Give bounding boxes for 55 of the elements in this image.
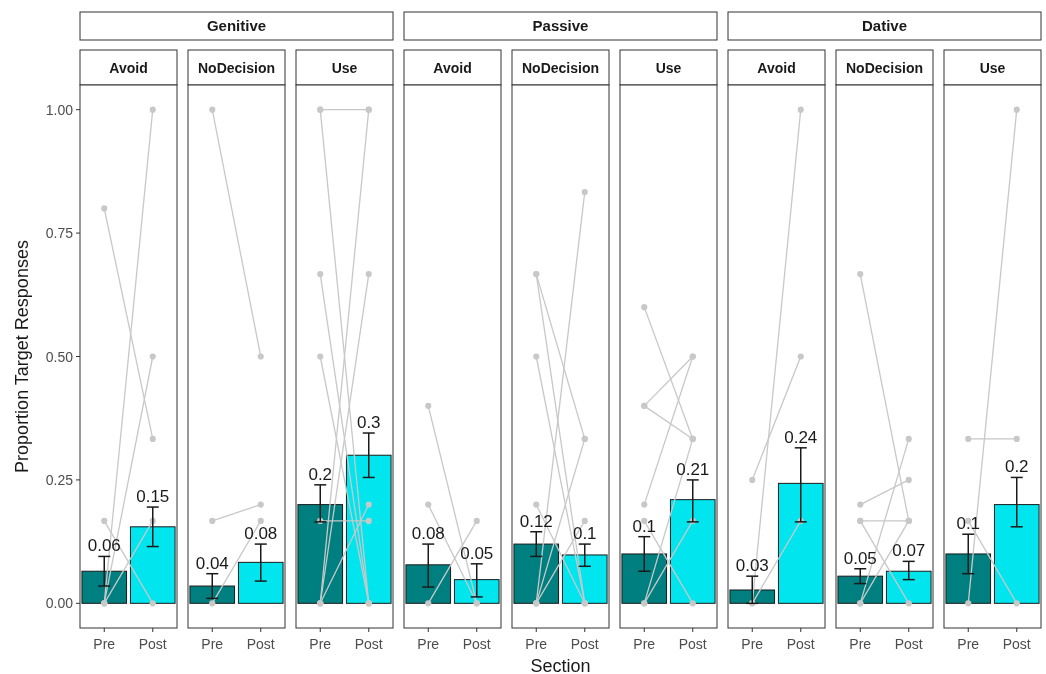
data-label: 0.21 bbox=[676, 459, 710, 479]
x-tick-label: Pre bbox=[849, 636, 872, 652]
x-tick-label: Post bbox=[138, 636, 167, 652]
data-label: 0.05 bbox=[843, 548, 877, 568]
x-axis-title: Section bbox=[530, 656, 591, 674]
chart-subtitle: Avoid bbox=[433, 59, 472, 76]
data-label: 0.04 bbox=[195, 553, 229, 573]
x-tick-label: Pre bbox=[741, 636, 764, 652]
x-tick-label: Post bbox=[678, 636, 707, 652]
chart-subtitle: NoDecision bbox=[845, 59, 924, 76]
chart-subtitle: Use bbox=[655, 59, 682, 76]
x-tick-label: Pre bbox=[201, 636, 224, 652]
x-tick-label: Pre bbox=[309, 636, 332, 652]
x-tick-label: Pre bbox=[633, 636, 656, 652]
data-label: 0.03 bbox=[735, 556, 769, 576]
x-tick-label: Post bbox=[894, 636, 923, 652]
y-tick-label: 0.00 bbox=[45, 595, 74, 612]
data-label: 0.15 bbox=[136, 487, 170, 507]
x-tick-label: Post bbox=[1002, 636, 1031, 652]
x-tick-label: Post bbox=[354, 636, 383, 652]
x-tick-label: Pre bbox=[93, 636, 116, 652]
chart-subtitle: NoDecision bbox=[197, 59, 276, 76]
data-label: 0.2 bbox=[308, 464, 333, 484]
data-label: 0.07 bbox=[892, 541, 926, 561]
y-tick-label: 0.25 bbox=[45, 471, 74, 488]
data-label: 0.2 bbox=[1004, 457, 1029, 477]
data-label: 0.3 bbox=[356, 413, 381, 433]
x-tick-label: Pre bbox=[957, 636, 980, 652]
y-tick-label: 0.50 bbox=[45, 348, 74, 365]
data-label: 0.08 bbox=[244, 524, 278, 544]
chart-subtitle: NoDecision bbox=[521, 59, 600, 76]
data-label: 0.24 bbox=[784, 427, 818, 447]
x-tick-label: Post bbox=[786, 636, 815, 652]
data-label: 0.1 bbox=[572, 524, 597, 544]
data-label: 0.1 bbox=[632, 516, 657, 536]
x-tick-label: Pre bbox=[417, 636, 440, 652]
data-label: 0.1 bbox=[956, 514, 981, 534]
data-label: 0.08 bbox=[411, 524, 445, 544]
x-tick-label: Pre bbox=[525, 636, 548, 652]
data-label: 0.05 bbox=[460, 543, 494, 563]
chart-title: Dative bbox=[861, 17, 908, 34]
chart-subtitle: Use bbox=[979, 59, 1006, 76]
y-tick-label: 1.00 bbox=[45, 101, 74, 118]
chart-subtitle: Avoid bbox=[757, 59, 796, 76]
data-label: 0.12 bbox=[519, 511, 553, 531]
chart-title: Passive bbox=[532, 17, 589, 34]
x-tick-label: Post bbox=[462, 636, 491, 652]
chart-subtitle: Avoid bbox=[109, 59, 148, 76]
x-tick-label: Post bbox=[246, 636, 275, 652]
chart-title: Genitive bbox=[206, 17, 267, 34]
x-tick-label: Post bbox=[570, 636, 599, 652]
y-axis-title: Proportion Target Responses bbox=[12, 240, 32, 473]
y-tick-label: 0.75 bbox=[45, 225, 74, 242]
chart-subtitle: Use bbox=[331, 59, 358, 76]
data-label: 0.06 bbox=[87, 536, 121, 556]
